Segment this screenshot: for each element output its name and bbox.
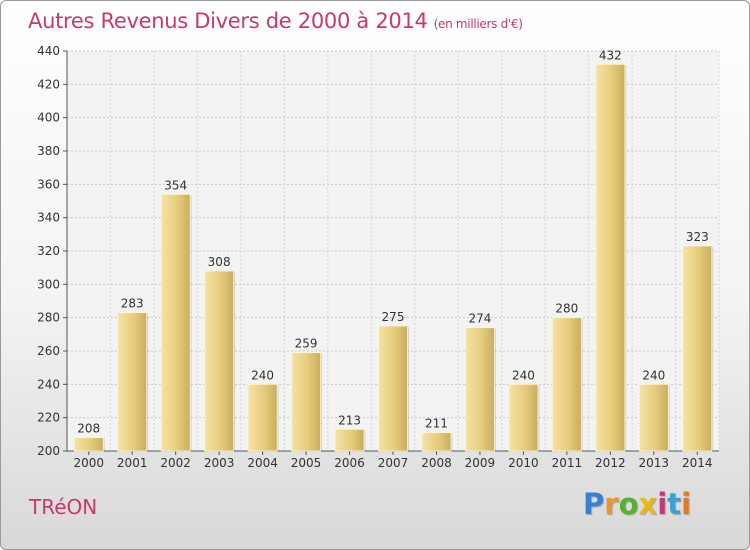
x-tick-label: 2002 (160, 456, 191, 470)
data-label: 275 (382, 310, 405, 324)
y-tick-label: 280 (37, 311, 60, 325)
y-tick-label: 320 (37, 244, 60, 258)
y-tick-label: 380 (37, 144, 60, 158)
logo-letter: i (657, 487, 668, 521)
x-tick-label: 2008 (421, 456, 452, 470)
bar (421, 432, 452, 452)
data-label: 308 (208, 255, 231, 269)
logo-letter: x (638, 487, 658, 521)
data-label: 240 (251, 368, 274, 382)
bar (73, 437, 104, 452)
x-tick-label: 2006 (334, 456, 365, 470)
logo-letter: t (667, 487, 682, 521)
x-tick-label: 2001 (117, 456, 148, 470)
bar (204, 270, 235, 452)
data-label: 211 (425, 417, 448, 431)
town-name: TRéON (29, 495, 98, 519)
bar (378, 325, 408, 452)
bar (117, 312, 148, 452)
data-label: 259 (295, 337, 318, 351)
data-label: 354 (164, 178, 187, 192)
y-tick-label: 300 (37, 277, 60, 291)
y-tick-label: 260 (37, 344, 60, 358)
bar (682, 245, 713, 452)
y-tick-label: 420 (37, 77, 60, 91)
data-label: 213 (338, 413, 361, 427)
bar (551, 317, 582, 452)
data-label: 208 (77, 422, 100, 436)
bar (638, 383, 669, 452)
x-tick-label: 2007 (378, 456, 409, 470)
y-tick-label: 200 (37, 444, 60, 458)
data-label: 280 (555, 302, 578, 316)
y-tick-label: 440 (37, 44, 60, 58)
logo-letter: o (618, 487, 639, 521)
x-tick-label: 2013 (639, 456, 670, 470)
bar (247, 383, 278, 452)
labels: 200 220 240 260 280 300 320 340 360 380 400 420 440 2… (37, 44, 712, 470)
logo-letter: r (604, 487, 619, 521)
bar (595, 63, 626, 452)
logo-letter: i (681, 487, 692, 521)
x-tick-label: 2010 (508, 456, 539, 470)
x-tick-label: 2003 (204, 456, 235, 470)
proxiti-logo: Proxiti (583, 487, 691, 521)
bar (334, 428, 365, 452)
y-tick-label: 220 (37, 411, 60, 425)
y-tick-label: 240 (37, 377, 60, 391)
y-tick-label: 360 (37, 177, 60, 191)
logo-letter: P (583, 487, 605, 521)
x-tick-label: 2014 (682, 456, 713, 470)
title-unit: (en milliers d'€) (433, 17, 523, 31)
chart-title: Autres Revenus Divers de 2000 à 2014 (en … (28, 9, 523, 33)
data-label: 323 (686, 230, 709, 244)
data-label: 274 (468, 312, 491, 326)
bar (160, 193, 191, 452)
x-tick-label: 2000 (73, 456, 104, 470)
x-tick-label: 2004 (247, 456, 278, 470)
bar (291, 352, 321, 452)
y-tick-label: 340 (37, 211, 60, 225)
data-label: 240 (512, 368, 535, 382)
x-tick-label: 2012 (595, 456, 626, 470)
data-label: 432 (599, 48, 622, 62)
x-tick-label: 2009 (465, 456, 496, 470)
bars (73, 63, 714, 452)
data-label: 240 (642, 368, 665, 382)
data-label: 283 (121, 297, 144, 311)
y-tick-label: 400 (37, 111, 60, 125)
bar (508, 383, 539, 452)
x-tick-label: 2011 (552, 456, 583, 470)
title-text: Autres Revenus Divers de 2000 à 2014 (28, 9, 428, 33)
bar (465, 327, 495, 452)
x-tick-label: 2005 (291, 456, 322, 470)
